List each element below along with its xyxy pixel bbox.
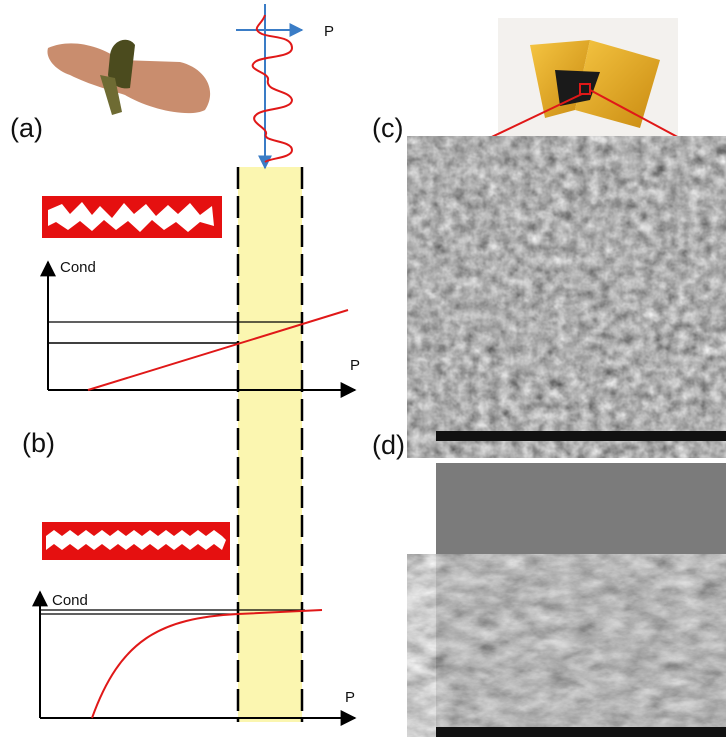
figure: P (a) (b) (c) (d) Cond P Cond P bbox=[0, 0, 726, 737]
device-photo bbox=[498, 18, 678, 143]
sem-image-cross-section bbox=[436, 463, 726, 737]
panel-label: (a) bbox=[10, 113, 43, 143]
axis-label: P bbox=[345, 689, 355, 706]
axis-label: P bbox=[350, 357, 360, 374]
sensing-band bbox=[238, 167, 302, 722]
axis-label: Cond bbox=[60, 259, 96, 276]
axis-label: P bbox=[324, 23, 334, 40]
panel-label: (b) bbox=[22, 428, 55, 458]
porous-sensor-strip bbox=[42, 196, 222, 238]
panel-label: (d) bbox=[372, 430, 405, 460]
pressure-wave bbox=[253, 15, 292, 162]
panel-label: (c) bbox=[372, 113, 403, 143]
pyramid-sensor-strip bbox=[42, 522, 230, 560]
sem-image-surface bbox=[436, 163, 726, 441]
hand-illustration bbox=[47, 40, 210, 115]
axis-label: Cond bbox=[52, 592, 88, 609]
